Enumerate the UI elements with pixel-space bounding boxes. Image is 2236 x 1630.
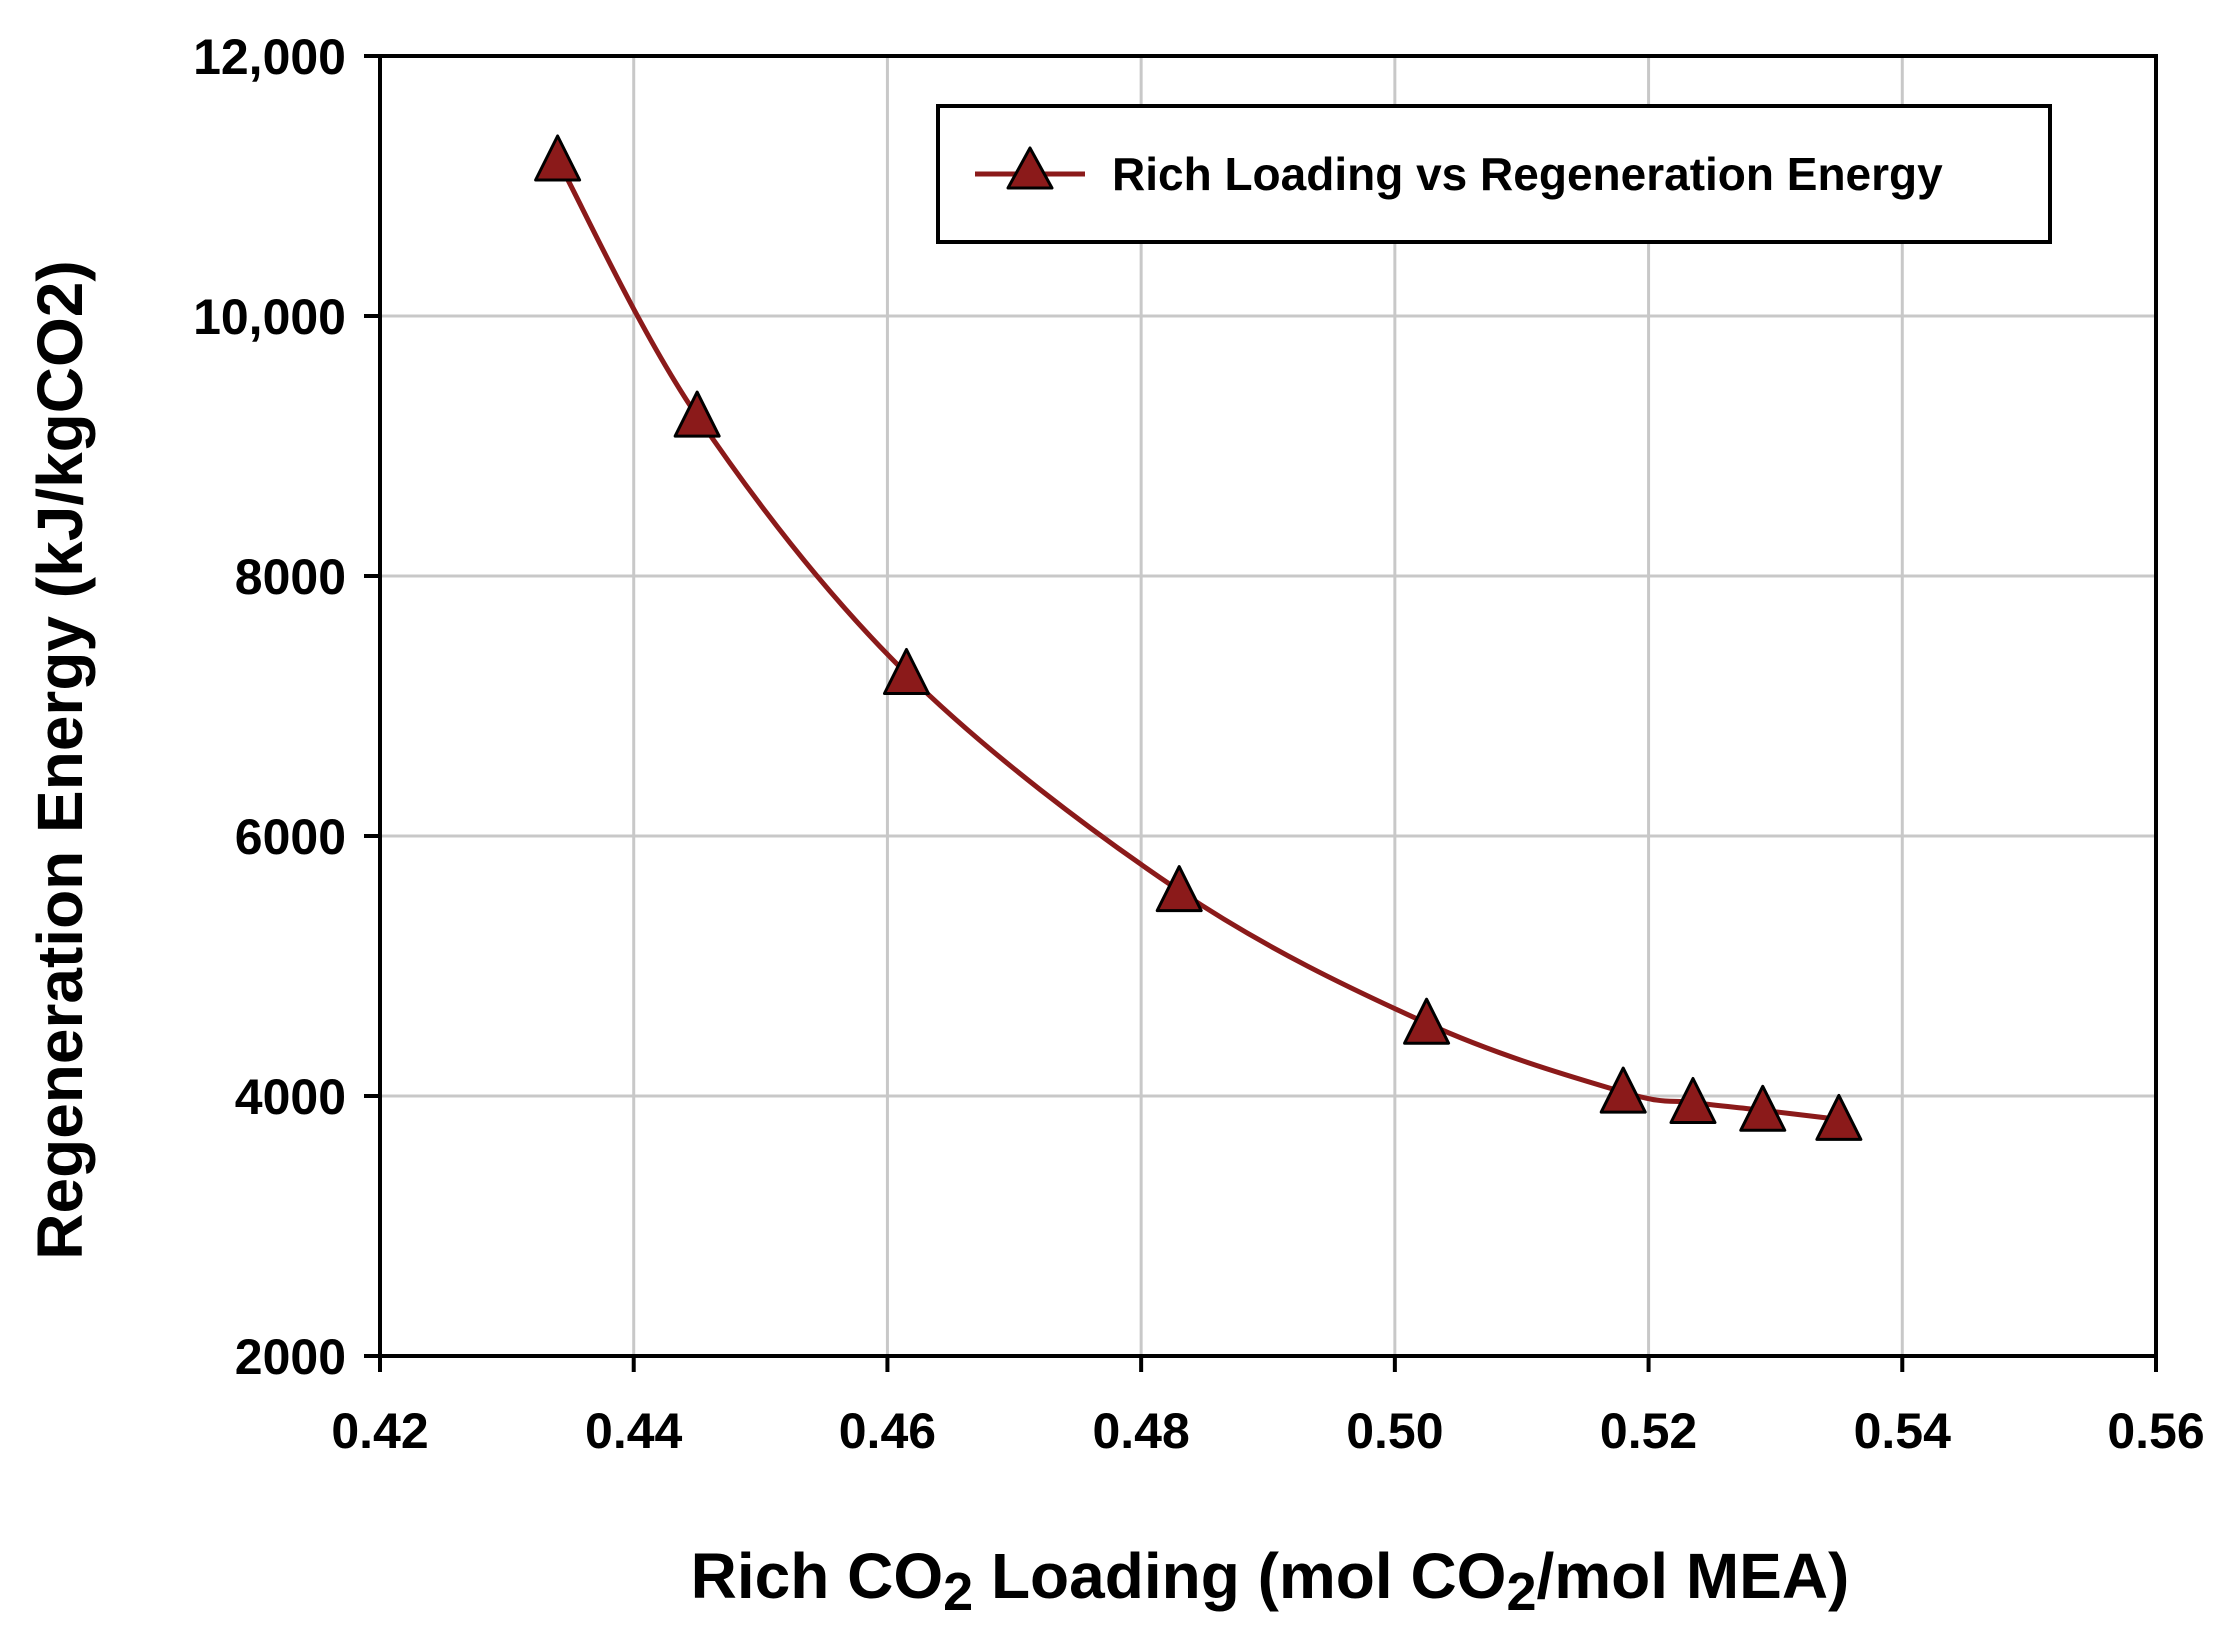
y-tick-label: 2000 xyxy=(235,1329,346,1385)
y-tick-label: 6000 xyxy=(235,809,346,865)
data-point-marker xyxy=(1599,1066,1647,1114)
x-tick-label: 0.50 xyxy=(1346,1403,1443,1459)
x-axis-title-middle: Loading (mol CO xyxy=(973,1540,1506,1612)
series-line xyxy=(555,158,1840,1122)
x-tick-label: 0.54 xyxy=(1854,1403,1952,1459)
legend-marker-triangle-icon xyxy=(1006,146,1054,190)
legend-label: Rich Loading vs Regeneration Energy xyxy=(1112,148,1943,200)
legend: Rich Loading vs Regeneration Energy xyxy=(936,104,2052,244)
legend-box xyxy=(936,104,2052,244)
data-point-marker xyxy=(1155,865,1203,913)
grid-lines xyxy=(380,56,2156,1356)
x-axis-title-subscript: 2 xyxy=(943,1562,973,1622)
tick-marks xyxy=(364,54,2158,1372)
x-tick-label: 0.52 xyxy=(1600,1403,1697,1459)
x-tick-label: 0.44 xyxy=(585,1403,683,1459)
plot-frame xyxy=(378,54,2158,1358)
series xyxy=(534,134,1863,1141)
plot-area xyxy=(378,54,2158,1358)
data-point-marker xyxy=(673,390,721,438)
data-point-marker xyxy=(1815,1093,1863,1141)
y-tick-label: 8000 xyxy=(235,549,346,605)
data-point-marker xyxy=(1739,1084,1787,1132)
y-axis-title: Regeneration Energy (kJ/kgCO2) xyxy=(24,260,96,1259)
x-tick-label: 0.56 xyxy=(2107,1403,2204,1459)
data-point-marker xyxy=(1403,997,1451,1045)
data-point-marker xyxy=(534,134,582,182)
y-tick-label: 10,000 xyxy=(193,289,346,345)
x-tick-label: 0.42 xyxy=(331,1403,428,1459)
y-tick-label: 4000 xyxy=(235,1069,346,1125)
y-tick-label: 12,000 xyxy=(193,29,346,85)
y-tick-labels: 2000 4000 6000 8000 10,000 12,000 xyxy=(193,29,346,1385)
x-axis-title-suffix: /mol MEA) xyxy=(1536,1540,1849,1612)
x-axis-title-prefix: Rich CO xyxy=(691,1540,943,1612)
x-tick-label: 0.48 xyxy=(1092,1403,1189,1459)
x-tick-labels: 0.42 0.44 0.46 0.48 0.50 0.52 0.54 0.56 xyxy=(331,1403,2204,1459)
data-point-marker xyxy=(882,648,930,695)
data-point-marker xyxy=(1669,1077,1717,1124)
x-tick-label: 0.46 xyxy=(839,1403,936,1459)
x-axis-title-subscript-2: 2 xyxy=(1506,1562,1536,1622)
x-axis-title: Rich CO2 Loading (mol CO2/mol MEA) xyxy=(691,1540,1850,1622)
